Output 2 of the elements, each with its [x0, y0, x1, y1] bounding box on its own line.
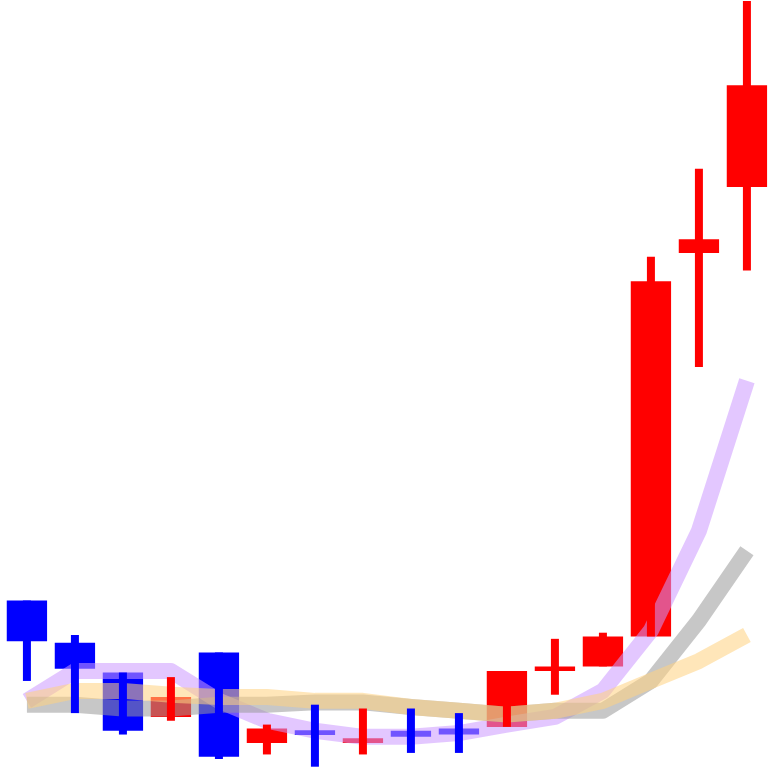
candlestick — [438, 713, 480, 753]
candlestick — [486, 670, 528, 727]
